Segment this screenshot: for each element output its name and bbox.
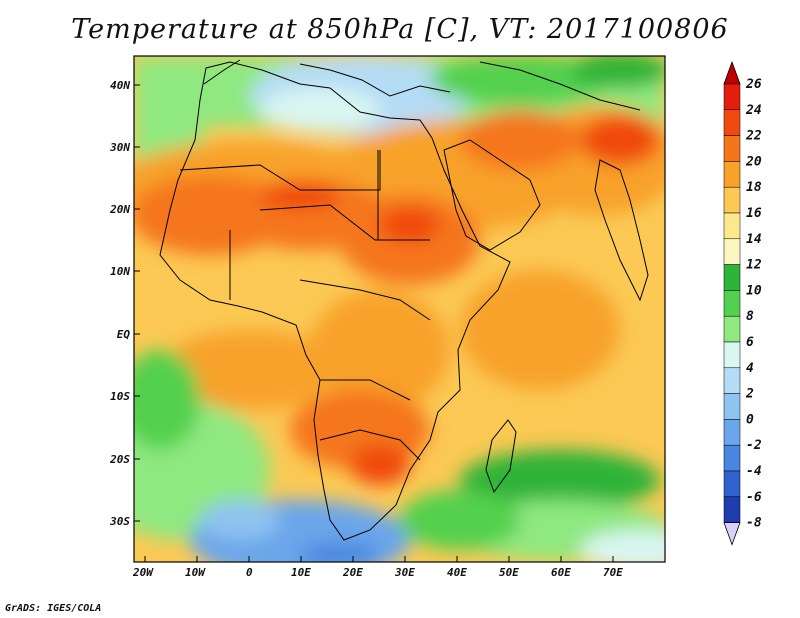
lat-label: 30S [110, 515, 130, 528]
colorbar-label: 22 [745, 129, 762, 144]
colorbar-swatch [723, 290, 741, 317]
colorbar-label: 14 [746, 232, 762, 247]
colorbar-swatch [723, 315, 741, 343]
coastlines [159, 59, 649, 541]
colorbar-under-arrow [723, 522, 741, 546]
colorbar-label: 12 [746, 258, 762, 273]
lon-label: 10E [291, 566, 311, 579]
lat-label: 10N [110, 265, 130, 278]
lon-label: 30E [395, 566, 415, 579]
credit-text: GrADS: IGES/COLA [5, 603, 102, 614]
lon-label: 70E [603, 566, 623, 579]
colorbar-label: 4 [746, 361, 754, 376]
colorbar-swatch [723, 264, 741, 291]
lon-label: 50E [499, 566, 519, 579]
colorbar-label: 8 [746, 309, 754, 324]
colorbar-swatch [723, 341, 741, 369]
lon-label: 10W [185, 566, 205, 579]
colorbar-swatch [723, 212, 741, 240]
colorbar-swatch [723, 83, 741, 111]
lat-label: 40N [110, 79, 130, 92]
lon-label: 20W [133, 566, 153, 579]
lat-label: 30N [110, 141, 130, 154]
lon-label: 20E [343, 566, 363, 579]
map-frame [133, 55, 666, 563]
colorbar-swatch [723, 109, 741, 136]
lat-label: EQ [116, 328, 130, 341]
colorbar-label: 18 [746, 180, 762, 195]
colorbar-label: 2 [745, 387, 754, 402]
colorbar-swatch [723, 186, 741, 214]
colorbar-swatch [723, 238, 741, 265]
colorbar-swatch [723, 135, 741, 162]
colorbar-swatch [723, 496, 741, 523]
colorbar-swatch [723, 470, 741, 498]
lat-label: 20N [110, 203, 130, 216]
colorbar-label: -4 [746, 464, 762, 479]
temperature-field [134, 56, 665, 562]
colorbar-swatch [723, 393, 741, 420]
colorbar-label: 16 [746, 206, 762, 221]
colorbar-label: 24 [745, 103, 762, 118]
colorbar-label: 6 [746, 335, 754, 350]
colorbar-swatch [723, 161, 741, 188]
colorbar-label: 0 [746, 412, 754, 427]
axis-ticks [134, 84, 614, 562]
lon-label: 60E [551, 566, 571, 579]
lat-label: 10S [110, 390, 130, 403]
colorbar-label: 20 [745, 154, 762, 169]
colorbar-label: -6 [746, 490, 762, 505]
colorbar-label: 10 [746, 283, 762, 298]
colorbar-swatch [723, 419, 741, 446]
colorbar-swatch [723, 444, 741, 472]
lon-label: 0 [246, 566, 253, 579]
lon-label: 40E [447, 566, 467, 579]
colorbar-label: -2 [746, 438, 762, 453]
colorbar-swatch [723, 367, 741, 394]
colorbar-label: -8 [746, 516, 762, 531]
map-title: Temperature at 850hPa [C], VT: 201710080… [71, 14, 729, 45]
colorbar-over-arrow [723, 60, 741, 85]
colorbar-label: 26 [745, 77, 762, 92]
lat-label: 20S [110, 453, 130, 466]
